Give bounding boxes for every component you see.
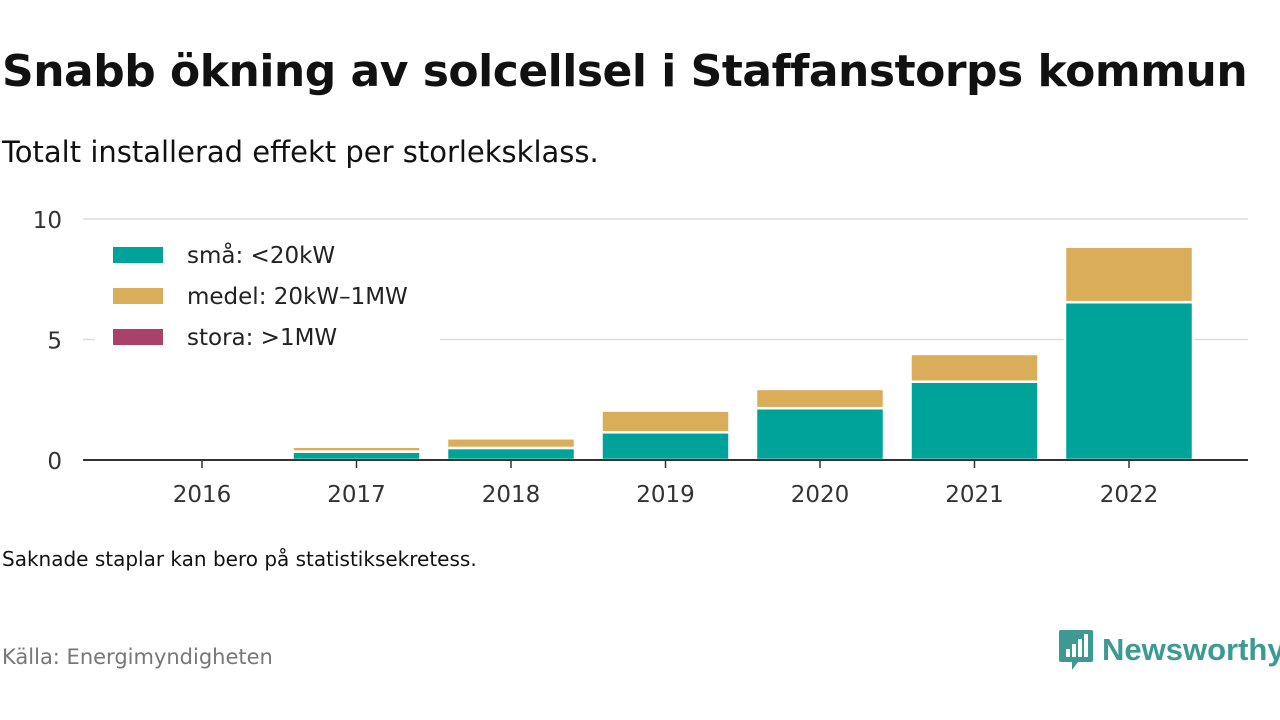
legend-swatch: [113, 329, 163, 345]
bar-segment: [1063, 300, 1195, 462]
bars: [291, 245, 1195, 462]
legend-swatch: [113, 288, 163, 304]
chart-area: 0 5 10 2016 2017 2018 2019 2020 2021 2022 små: <2…: [33, 208, 1248, 508]
bar-segment: [600, 409, 731, 434]
bar-segment: [754, 387, 886, 410]
source-text: Källa: Energimyndigheten: [2, 645, 273, 669]
bar-segment: [291, 450, 422, 462]
legend-label: stora: >1MW: [187, 325, 337, 351]
bar-segment: [445, 446, 577, 462]
x-tick-label: 2017: [327, 482, 386, 508]
x-tick-label: 2021: [945, 482, 1004, 508]
legend-label: små: <20kW: [187, 241, 335, 269]
bar-segment: [291, 445, 422, 453]
bar-segment: [909, 380, 1040, 462]
x-tick-label: 2020: [791, 482, 850, 508]
bar-segment: [909, 352, 1040, 383]
chart-subtitle: Totalt installerad effekt per storlekskl…: [2, 135, 599, 169]
legend-label: medel: 20kW–1MW: [187, 284, 408, 310]
brand-name: Newsworthy: [1102, 632, 1280, 667]
newsworthy-logo[interactable]: Newsworthy: [1058, 628, 1280, 672]
bar-segment: [600, 431, 731, 462]
legend-swatch: [113, 247, 163, 263]
x-tick-label: 2022: [1100, 482, 1159, 508]
chart-title: Snabb ökning av solcellsel i Staffanstor…: [2, 46, 1248, 97]
y-tick-label: 10: [33, 208, 62, 234]
bar-segment: [1063, 245, 1195, 304]
footnote: Saknade staplar kan bero på statistiksek…: [2, 547, 477, 571]
y-tick-label: 5: [47, 329, 62, 355]
newsworthy-logo-icon: [1059, 630, 1093, 670]
bar-segment: [445, 437, 577, 450]
bar-segment: [754, 406, 886, 462]
x-tick-label: 2019: [636, 482, 695, 508]
legend: små: <20kW medel: 20kW–1MW stora: >1MW: [95, 232, 440, 356]
axes: 0 5 10 2016 2017 2018 2019 2020 2021 2022: [33, 208, 1248, 508]
x-tick-label: 2016: [173, 482, 232, 508]
x-tick-label: 2018: [482, 482, 541, 508]
y-tick-label: 0: [47, 449, 62, 475]
